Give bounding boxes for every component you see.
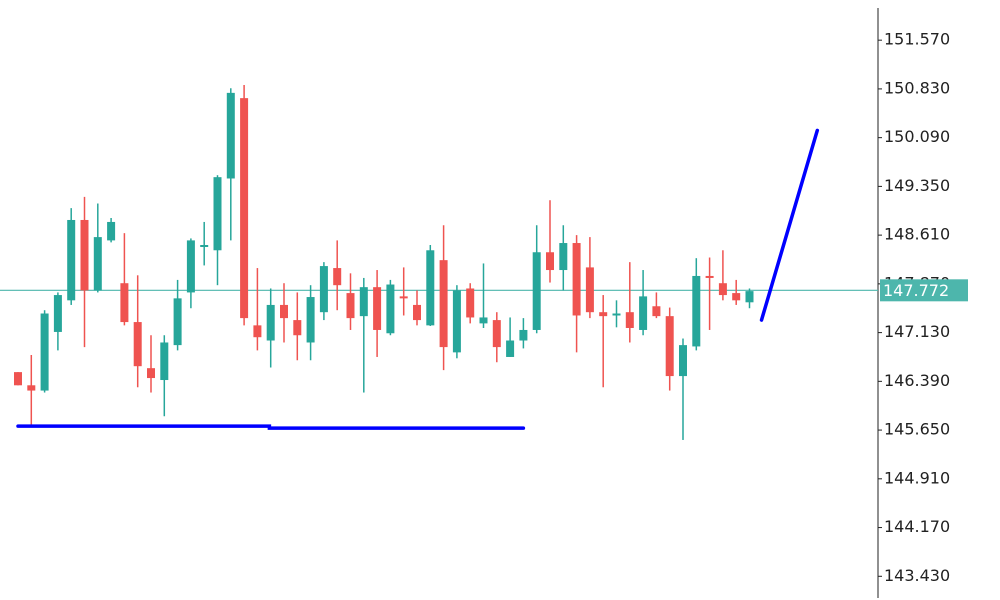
candle-body <box>745 291 754 303</box>
candle-body <box>559 243 568 271</box>
candle-body <box>213 177 222 251</box>
candle-body <box>346 293 355 319</box>
candle-body <box>585 267 594 313</box>
candle-body <box>625 312 634 328</box>
candle-body <box>546 252 554 271</box>
candle-body <box>67 219 76 301</box>
candle-body <box>147 368 155 379</box>
candle-body <box>306 297 315 343</box>
y-tick-label: 148.610 <box>884 225 950 244</box>
candle-body <box>293 320 302 336</box>
candle-body <box>492 320 501 348</box>
candle-body <box>679 345 687 377</box>
y-tick-label: 143.430 <box>884 566 950 585</box>
candle-body <box>40 313 49 391</box>
y-tick-label: 145.650 <box>884 420 950 439</box>
candle-body <box>732 293 741 301</box>
y-tick-label: 149.350 <box>884 176 950 195</box>
candle-body <box>652 306 661 317</box>
candle-body <box>53 295 62 332</box>
candle-body <box>333 268 342 286</box>
candle-body <box>173 298 182 346</box>
candle-body <box>599 312 608 317</box>
candle-body <box>27 385 36 391</box>
candle-body <box>120 283 129 323</box>
candle-body <box>413 304 421 321</box>
candle-body <box>692 275 701 347</box>
last-price-label-bg <box>880 279 968 302</box>
candle-body <box>266 304 275 341</box>
candle-body <box>399 296 408 299</box>
candle-body <box>107 221 116 241</box>
candle-body <box>186 240 195 293</box>
candle-body <box>705 275 714 278</box>
candle-body <box>572 243 581 316</box>
candle-body <box>439 260 448 348</box>
y-tick-label: 146.390 <box>884 371 950 390</box>
candle-body <box>359 287 368 317</box>
candle-body <box>426 250 435 326</box>
candle-body <box>639 296 648 330</box>
candle-body <box>452 290 461 353</box>
y-tick-label: 144.170 <box>884 517 950 536</box>
candle-body <box>253 325 262 338</box>
candle-body <box>133 322 142 367</box>
candle-body <box>240 98 249 319</box>
y-tick-label: 144.910 <box>884 468 950 487</box>
candle-body <box>532 252 541 330</box>
candle-body <box>160 342 169 381</box>
candle-body <box>718 283 727 296</box>
candle-body <box>319 266 328 313</box>
y-tick-label: 150.830 <box>884 78 950 97</box>
plot-area <box>0 84 878 440</box>
y-tick-label: 150.090 <box>884 127 950 146</box>
candle-body <box>386 284 395 334</box>
candle-body <box>280 304 288 319</box>
candle-body <box>519 329 528 341</box>
candle-body <box>14 372 22 386</box>
last-price-label: 147.772 <box>883 281 949 300</box>
candle-body <box>93 237 102 291</box>
y-tick-label: 147.130 <box>884 322 950 341</box>
candle-body <box>200 245 209 248</box>
candle-body <box>479 317 488 324</box>
candle-body <box>466 288 475 318</box>
candle-body <box>373 287 382 330</box>
y-tick-label: 151.570 <box>884 30 950 49</box>
candle-body <box>612 313 621 316</box>
trend-line <box>16 424 526 430</box>
candle-body <box>80 219 89 291</box>
candle-body <box>226 92 235 179</box>
trend-line <box>759 128 820 322</box>
candle-body <box>506 340 515 357</box>
candle-body <box>665 316 674 377</box>
